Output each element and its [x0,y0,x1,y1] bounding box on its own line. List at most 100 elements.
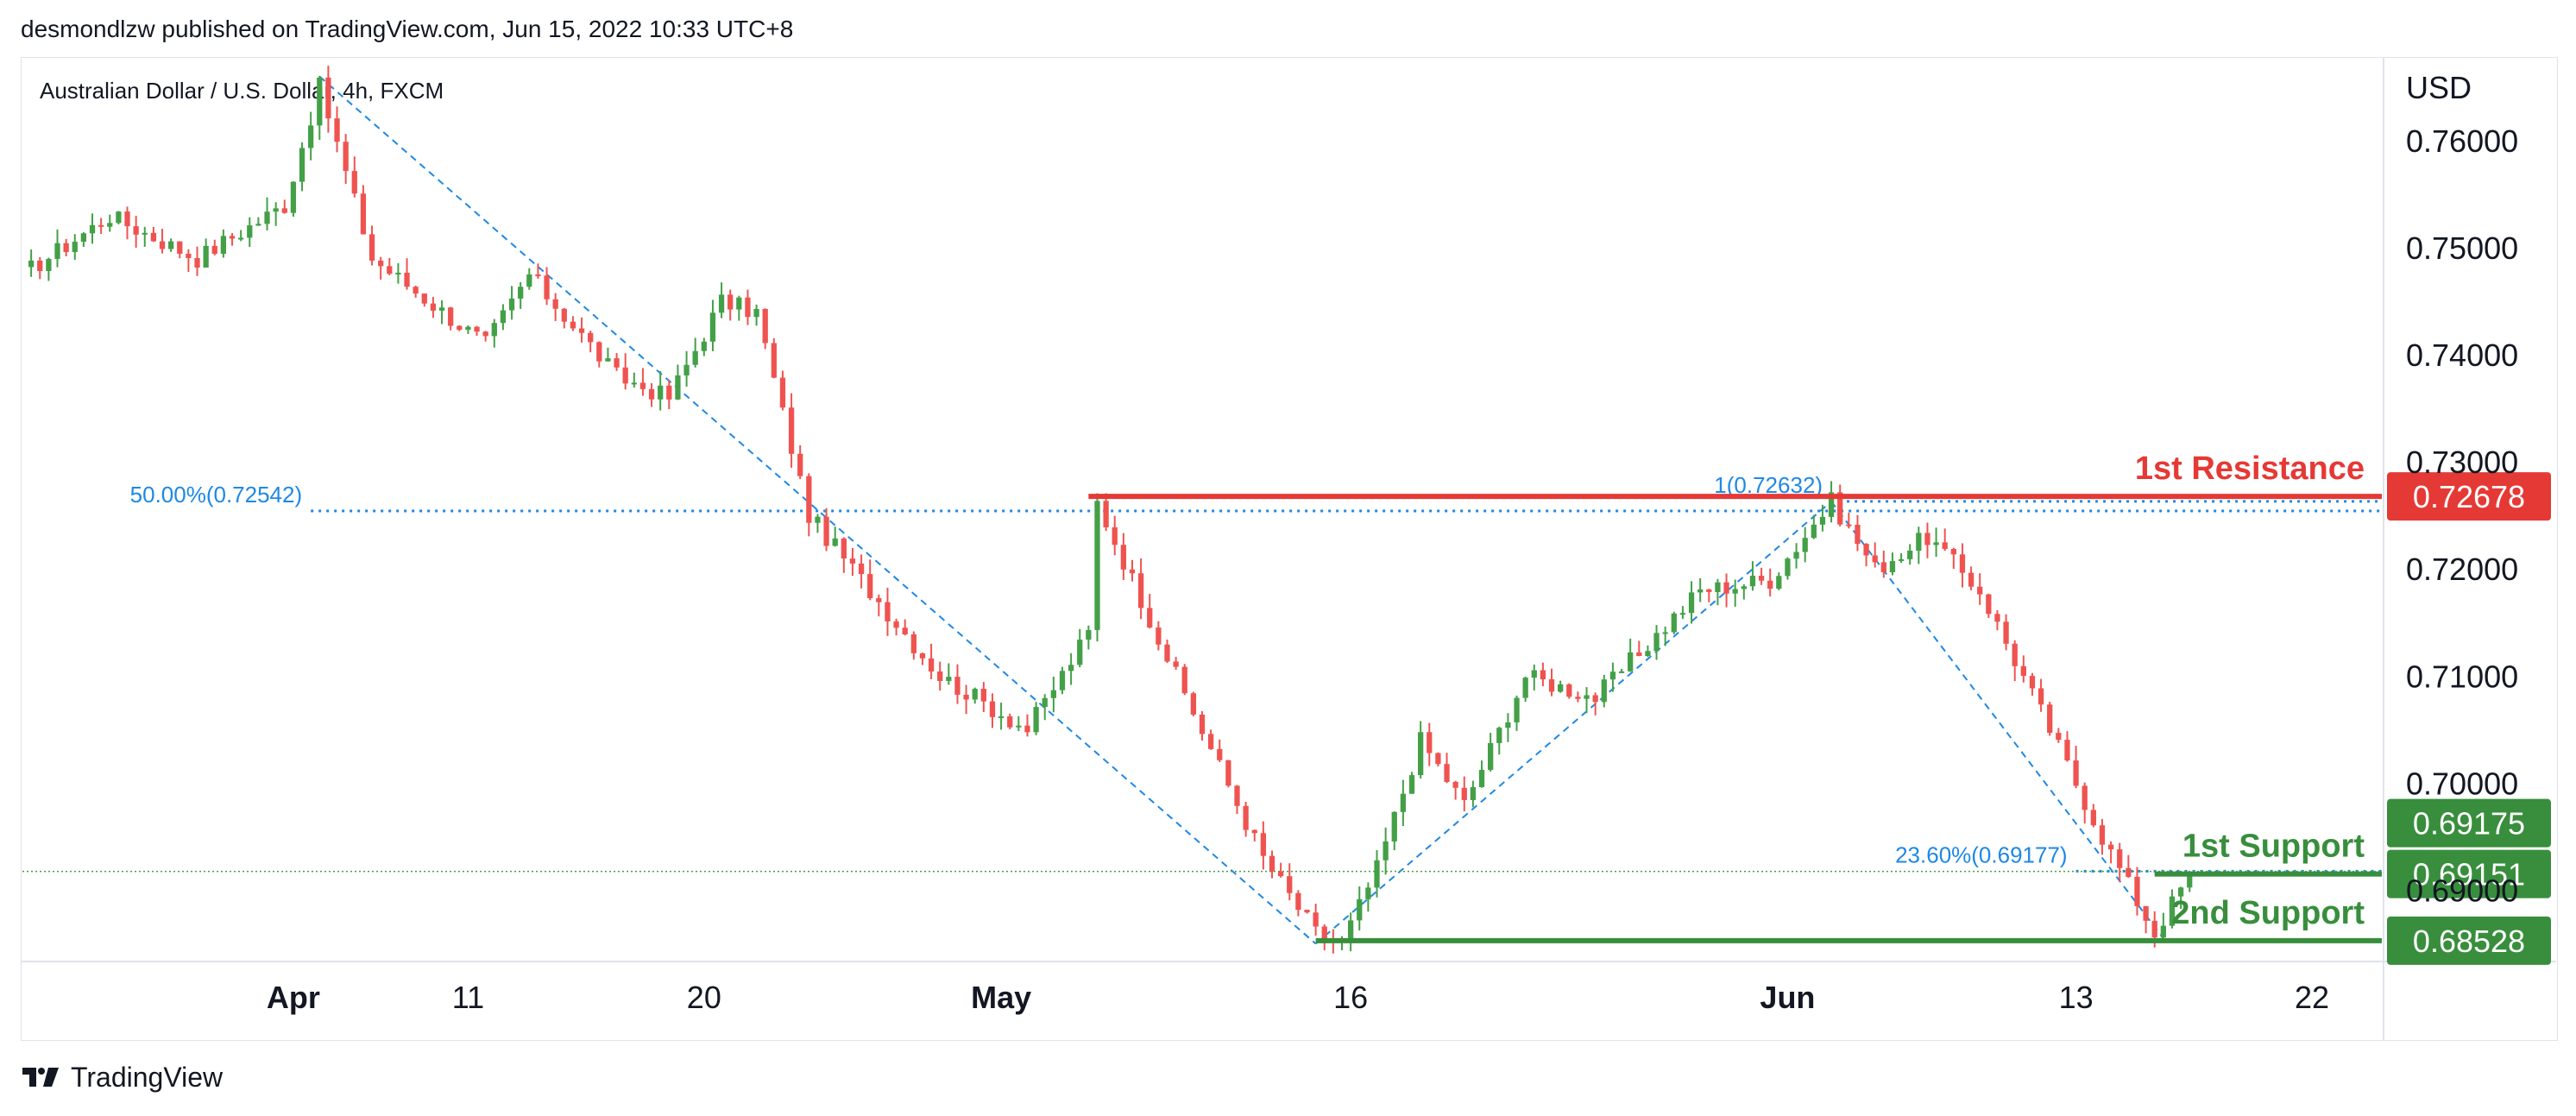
candle-body [762,309,768,344]
level-price-badge [2387,472,2551,521]
fib-trendline[interactable] [318,75,1317,945]
candle-body [2003,621,2009,644]
candle-body [1042,697,1048,708]
candle-body [902,627,908,635]
candle-body [1488,742,1494,770]
trendline-layer [318,75,2164,945]
candle-body [849,558,856,564]
candle-body [1496,728,1502,743]
level-price-badge-text: 0.68528 [2413,924,2525,959]
candle-body [220,236,227,255]
candle-body [658,385,664,400]
candle-body [1277,871,1284,877]
candle-body [1924,533,1930,545]
candle-body [1147,608,1153,628]
candle-body [508,298,515,311]
price-tick-label: 0.73000 [2406,445,2518,480]
candle-body [1811,524,1817,539]
candle-body [1033,707,1039,733]
candle-body [1749,576,1756,587]
candle-body [2187,873,2193,888]
candle-body [885,602,891,621]
candle-body [2012,643,2018,666]
candle-body [368,234,375,261]
footer-brand[interactable]: TradingView [21,1062,223,1094]
candle-body [1077,640,1083,665]
candle-body [1837,492,1843,525]
candle-body [500,310,507,324]
candle-body [1024,725,1030,733]
candle-body [2037,688,2044,705]
candle-body [1609,671,1616,680]
candle-body [614,358,620,368]
time-tick-label: May [971,980,1031,1015]
candle-body [1514,697,1520,722]
candle-body [1207,734,1214,749]
candle-body [474,326,480,332]
candle-body [116,211,122,224]
candle-body [1427,732,1433,753]
levels-layer: 1st Resistance 0.72678 1st Support 0.69151 2… [1088,451,2551,965]
candle-body [1715,582,1721,592]
candle-body [1872,555,1878,563]
last-price-badge [2387,798,2551,848]
candle-body [1706,589,1712,592]
candle-body [1950,548,1956,555]
candle-body [1470,786,1477,800]
candle-body [457,325,463,331]
chart-frame [21,57,2558,1041]
candle-body [588,332,594,343]
candle-body [448,307,454,326]
symbol-label[interactable]: Australian Dollar / U.S. Dollar, 4h, FXC… [40,78,444,104]
candle-body [1880,562,1886,572]
candle-body [54,243,60,259]
time-tick-label: Jun [1760,980,1815,1015]
candle-body [1243,805,1249,830]
candle-body [1068,665,1074,671]
candle-body [1653,633,1660,652]
candle-body [334,118,340,142]
candle-body [928,658,935,672]
candle-body [1357,898,1363,921]
candle-body [1348,920,1354,941]
price-tick-label: 0.71000 [2406,659,2518,694]
candle-body [430,303,437,311]
candle-body [1889,561,1896,572]
candle-body [1907,550,1913,559]
candle-body [343,142,349,172]
candle-body [1575,697,1581,699]
candle-body [605,358,611,362]
candle-body [578,328,585,333]
candle-body [1094,501,1100,630]
candle-body [1050,690,1056,698]
candle-body [1540,670,1546,680]
candle-body [2177,887,2184,897]
candle-body [150,232,157,242]
candle-body [806,476,812,523]
candle-body [2126,867,2132,877]
candle-body [1846,524,1852,526]
candle-body [142,232,148,235]
candle-body [544,275,550,299]
candle-body [1129,569,1136,574]
candle-body [518,287,524,299]
candle-body [1802,538,1808,552]
candle-body [1164,644,1170,662]
candle-body [771,343,777,378]
candle-body [683,364,690,375]
candle-body [1461,787,1467,800]
fib-trendline[interactable] [1314,501,1832,945]
candle-body [1374,860,1380,888]
candle-body [526,274,532,287]
candle-body [80,233,87,243]
candle-body [1933,542,1939,545]
candle-body [247,225,253,238]
candle-body [281,208,287,213]
time-tick-label: 20 [687,980,721,1015]
candle-body [919,653,926,659]
candle-body [1120,545,1127,570]
candle-body [1304,910,1310,913]
candle-body [1898,558,1905,562]
fib-trendline[interactable] [1830,501,2164,939]
